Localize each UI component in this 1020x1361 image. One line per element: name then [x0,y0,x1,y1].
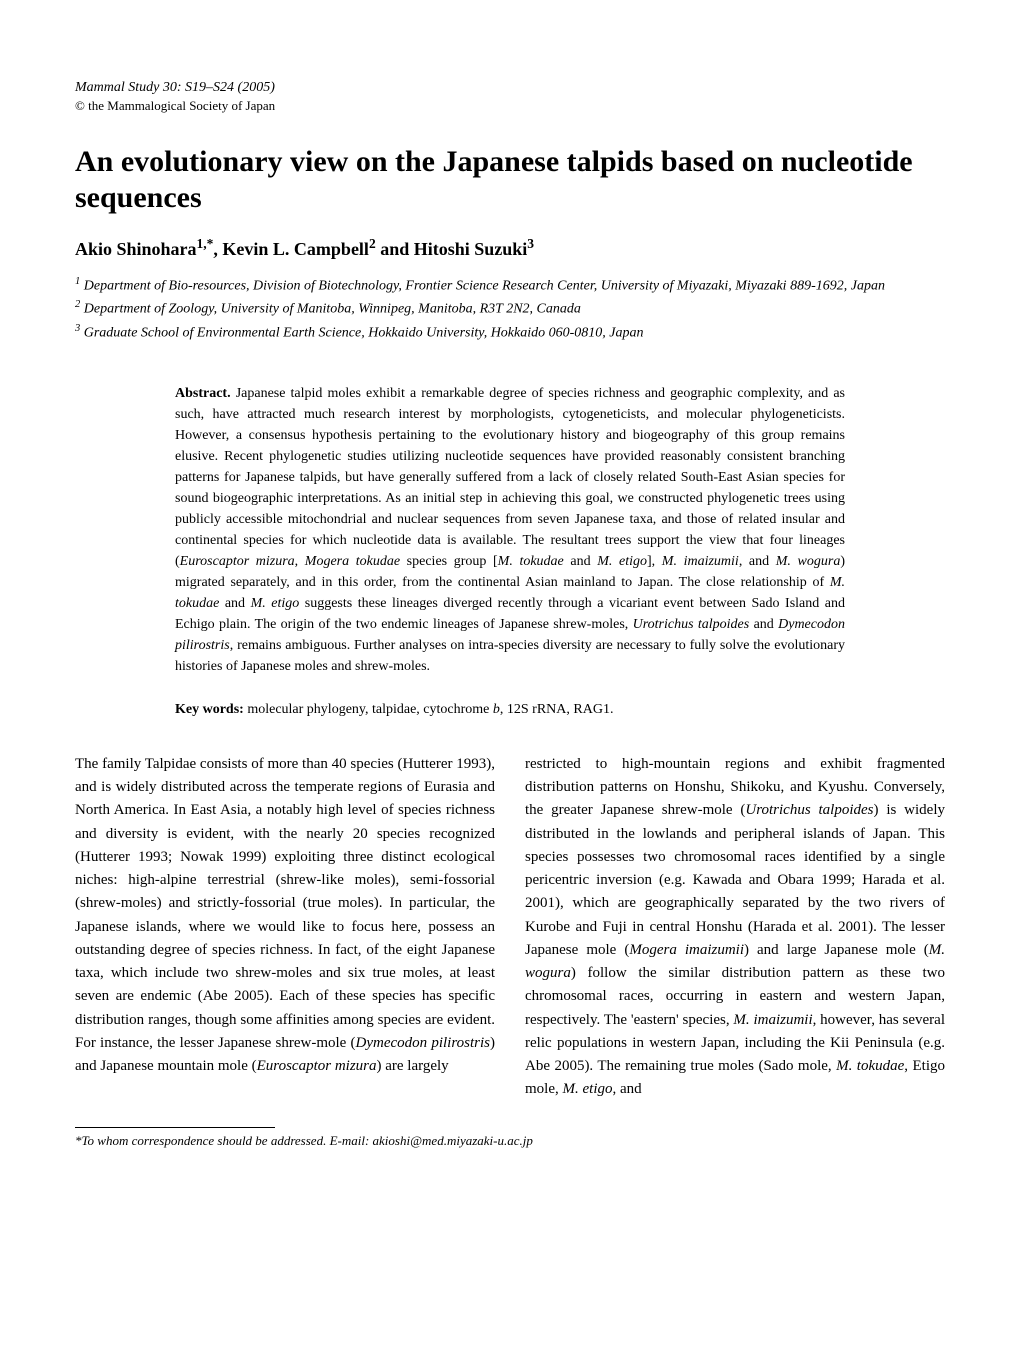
abstract-text: Abstract. Japanese talpid moles exhibit … [175,383,845,677]
keywords-body: molecular phylogeny, talpidae, cytochrom… [244,702,614,717]
affiliation-1: 1 Department of Bio-resources, Division … [75,275,945,296]
keywords-text: Key words: molecular phylogeny, talpidae… [175,702,845,718]
affiliation-3: 3 Graduate School of Environmental Earth… [75,322,945,343]
footer-divider [75,1127,275,1128]
keywords-container: Key words: molecular phylogeny, talpidae… [75,702,945,718]
left-column: The family Talpidae consists of more tha… [75,753,495,1102]
copyright-info: © the Mammalogical Society of Japan [75,98,945,114]
authors-line: Akio Shinohara1,*, Kevin L. Campbell2 an… [75,236,945,260]
keywords-label: Key words: [175,702,244,717]
abstract-body: Japanese talpid moles exhibit a remarkab… [175,386,845,674]
abstract-label: Abstract. [175,386,231,401]
body-columns: The family Talpidae consists of more tha… [75,753,945,1102]
article-title: An evolutionary view on the Japanese tal… [75,144,945,216]
right-column: restricted to high-mountain regions and … [525,753,945,1102]
corresponding-author-note: *To whom correspondence should be addres… [75,1133,945,1149]
abstract-container: Abstract. Japanese talpid moles exhibit … [75,383,945,677]
affiliation-2: 2 Department of Zoology, University of M… [75,298,945,319]
journal-info: Mammal Study 30: S19–S24 (2005) [75,80,945,96]
affiliations-block: 1 Department of Bio-resources, Division … [75,275,945,343]
